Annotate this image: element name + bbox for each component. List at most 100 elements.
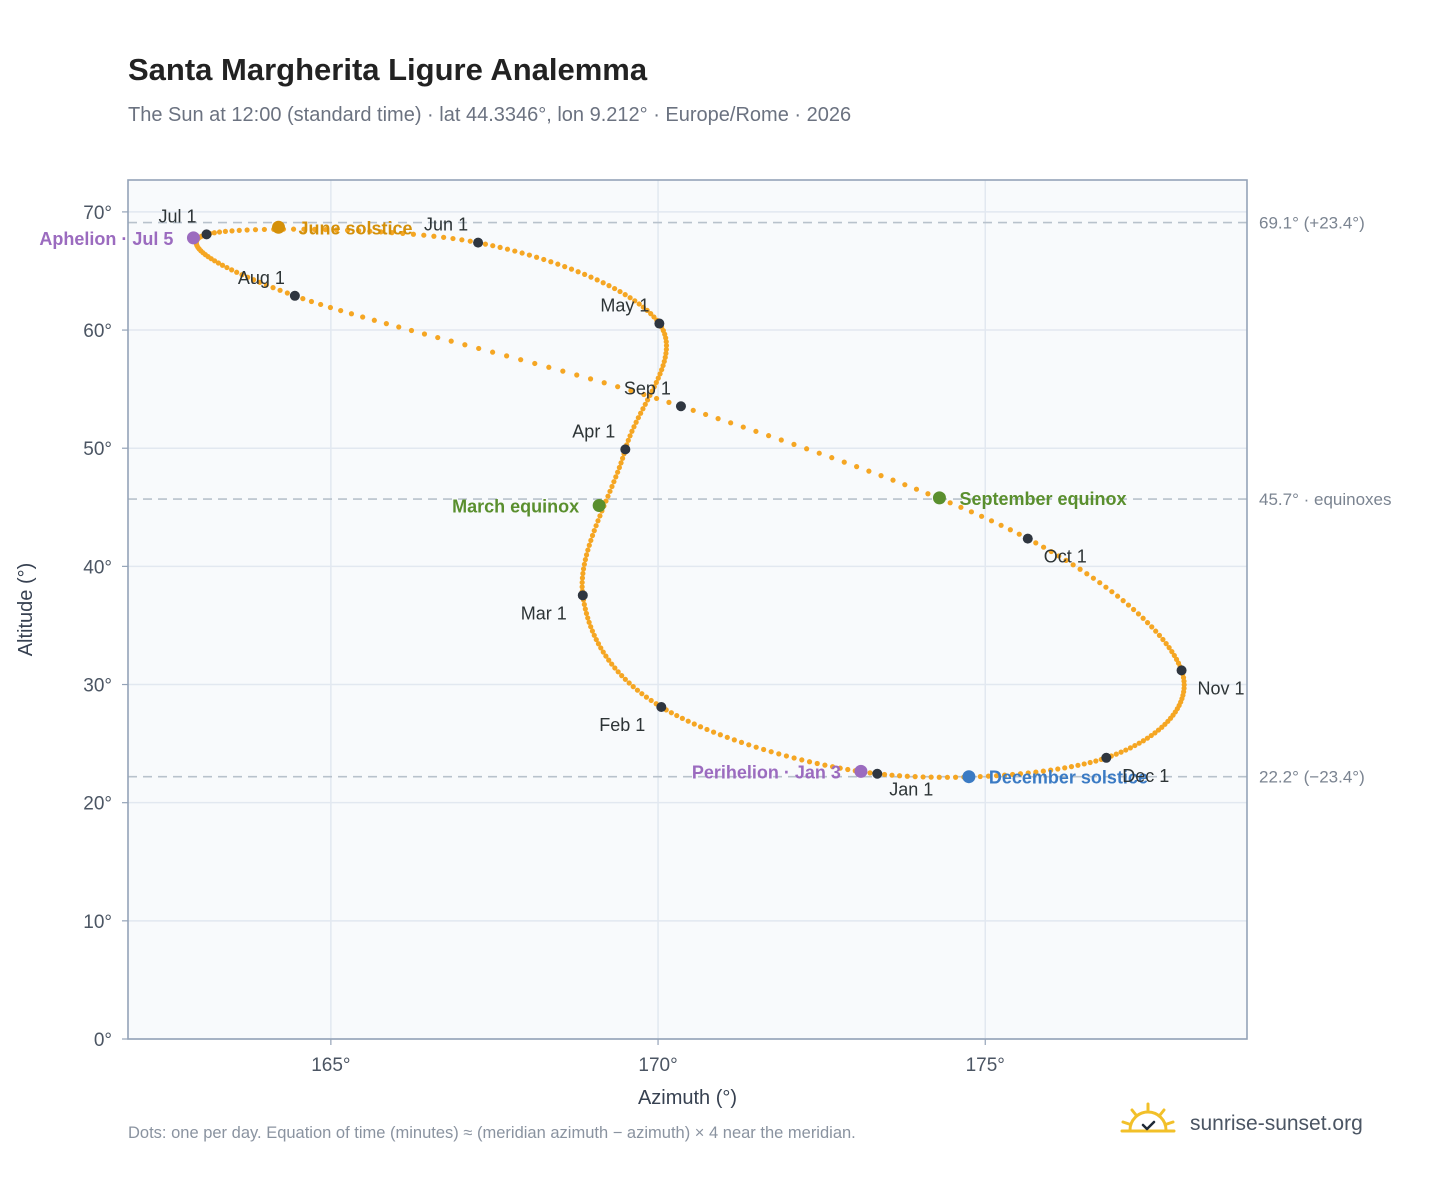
daily-sun-dot xyxy=(607,488,613,494)
daily-sun-dot xyxy=(261,226,267,233)
chart-subtitle: The Sun at 12:00 (standard time) · lat 4… xyxy=(128,104,852,126)
daily-sun-dot xyxy=(977,773,983,780)
daily-sun-dot xyxy=(606,657,612,663)
event-label: Aphelion · Jul 5 xyxy=(39,229,173,249)
month-label: Mar 1 xyxy=(521,603,567,623)
daily-sun-dot xyxy=(958,504,964,510)
daily-sun-dot xyxy=(1123,747,1129,753)
daily-sun-dot xyxy=(629,428,635,434)
month-label: Jan 1 xyxy=(889,780,933,800)
daily-sun-dot xyxy=(400,230,406,236)
daily-sun-dot xyxy=(526,252,532,258)
brand[interactable]: sunrise-sunset.org xyxy=(1118,1100,1398,1150)
event-marker xyxy=(962,770,976,784)
daily-sun-dot xyxy=(643,694,650,700)
daily-sun-dot xyxy=(582,271,588,277)
daily-sun-dot xyxy=(778,437,784,443)
daily-sun-dot xyxy=(504,246,511,252)
month-marker xyxy=(473,237,484,248)
daily-sun-dot xyxy=(1063,557,1069,563)
daily-sun-dot xyxy=(829,455,835,461)
daily-sun-dot xyxy=(1093,758,1099,764)
month-label: May 1 xyxy=(600,296,649,316)
daily-sun-dot xyxy=(245,274,251,280)
daily-sun-dot xyxy=(690,407,696,413)
daily-sun-dot xyxy=(568,266,575,272)
x-axis-label: Azimuth (°) xyxy=(638,1087,737,1109)
daily-sun-dot xyxy=(290,226,297,232)
daily-sun-dot xyxy=(644,307,650,313)
brand-name[interactable]: sunrise-sunset.org xyxy=(1190,1112,1363,1135)
daily-sun-dot xyxy=(360,314,366,320)
daily-sun-dot xyxy=(625,437,631,443)
daily-sun-dot xyxy=(450,235,456,242)
daily-sun-dot xyxy=(591,632,597,638)
daily-sun-dot xyxy=(1007,527,1013,533)
daily-sun-dot xyxy=(615,669,621,675)
y-tick-label: 40° xyxy=(83,557,112,578)
daily-sun-dot xyxy=(617,288,623,295)
daily-sun-dot xyxy=(300,296,306,302)
month-label: Jul 1 xyxy=(158,206,196,226)
reference-line-label: 45.7° · equinoxes xyxy=(1259,490,1392,509)
daily-sun-dot xyxy=(1130,606,1137,613)
daily-sun-dot xyxy=(605,493,611,499)
daily-sun-dot xyxy=(766,433,772,439)
daily-sun-dot xyxy=(615,384,621,390)
daily-sun-dot xyxy=(606,283,612,289)
y-tick-label: 20° xyxy=(83,794,112,815)
month-marker xyxy=(1101,752,1112,763)
daily-sun-dot xyxy=(236,227,242,233)
daily-sun-dot xyxy=(586,619,592,625)
daily-sun-dot xyxy=(753,744,759,750)
daily-sun-dot xyxy=(555,261,561,267)
daily-sun-dot xyxy=(663,346,669,353)
daily-sun-dot xyxy=(1135,611,1142,617)
daily-sun-dot xyxy=(277,287,283,293)
daily-sun-dot xyxy=(944,774,951,780)
daily-sun-dot xyxy=(1125,602,1132,608)
daily-sun-dot xyxy=(1120,598,1126,604)
daily-sun-dot xyxy=(691,721,697,727)
daily-sun-dot xyxy=(816,450,822,456)
daily-sun-dot xyxy=(448,338,454,344)
daily-sun-dot xyxy=(661,358,667,365)
daily-sun-dot xyxy=(776,751,782,757)
daily-sun-dot xyxy=(581,601,587,608)
daily-sun-dot xyxy=(1169,649,1175,655)
daily-sun-dot xyxy=(674,712,680,719)
month-marker xyxy=(654,318,665,329)
daily-sun-dot xyxy=(628,387,634,394)
daily-sun-dot xyxy=(408,327,415,334)
daily-sun-dot xyxy=(799,757,805,763)
daily-sun-dot xyxy=(308,298,315,305)
daily-sun-dot xyxy=(581,561,587,567)
daily-sun-dot xyxy=(920,774,926,780)
daily-sun-dot xyxy=(234,269,240,275)
daily-sun-dot xyxy=(583,552,590,558)
daily-sun-dot xyxy=(588,624,594,630)
daily-sun-dot xyxy=(560,368,566,374)
daily-sun-dot xyxy=(633,419,639,425)
daily-sun-dot xyxy=(998,522,1004,528)
daily-sun-dot xyxy=(211,230,217,236)
event-marker xyxy=(854,764,868,778)
daily-sun-dot xyxy=(252,227,259,233)
sun-logo-icon xyxy=(1120,1102,1176,1133)
daily-sun-dot xyxy=(679,715,685,721)
daily-sun-dot xyxy=(703,411,709,418)
daily-sun-dot xyxy=(579,579,585,586)
daily-sun-dot xyxy=(348,311,355,317)
month-label: Sep 1 xyxy=(624,378,671,398)
daily-sun-dot xyxy=(615,469,621,475)
daily-sun-dot xyxy=(587,376,594,382)
daily-sun-dot xyxy=(344,227,351,233)
daily-sun-dot xyxy=(814,760,820,767)
daily-sun-dot xyxy=(462,342,468,348)
daily-sun-dot xyxy=(619,455,626,461)
daily-sun-dot xyxy=(738,739,745,745)
daily-sun-dot xyxy=(746,742,752,748)
daily-sun-dot xyxy=(212,258,218,264)
daily-sun-dot xyxy=(504,353,510,359)
event-label: June solstice xyxy=(299,218,413,238)
